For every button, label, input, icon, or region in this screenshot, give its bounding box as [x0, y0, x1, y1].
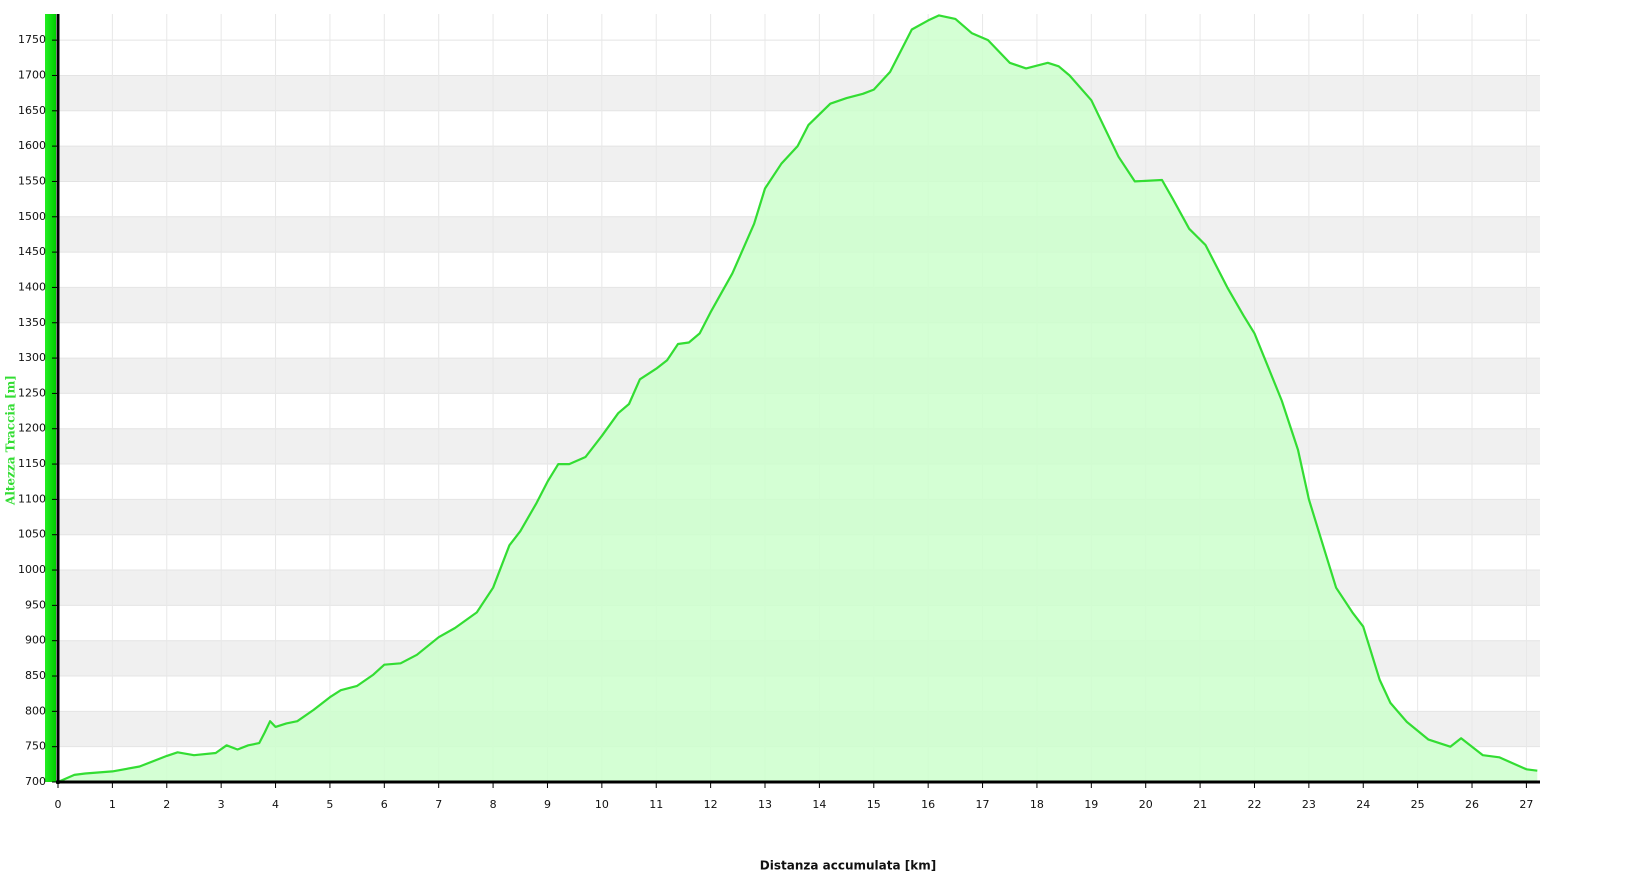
y-tick-label: 1150 — [18, 457, 46, 470]
y-tick-label: 750 — [25, 740, 46, 753]
x-tick-label: 11 — [649, 798, 663, 811]
x-tick-label: 14 — [812, 798, 826, 811]
area-fill — [58, 15, 1538, 782]
elevation-line — [57, 14, 1538, 784]
x-tick-label: 23 — [1302, 798, 1316, 811]
x-tick-label: 27 — [1519, 798, 1533, 811]
x-tick-label: 5 — [326, 798, 333, 811]
y-tick-label: 1500 — [18, 210, 46, 223]
y-tick-label: 700 — [25, 775, 46, 788]
x-tick-label: 10 — [595, 798, 609, 811]
y-tick-label: 1650 — [18, 104, 46, 117]
x-tick-label: 24 — [1356, 798, 1370, 811]
x-tick-label: 17 — [976, 798, 990, 811]
y-tick-label: 1350 — [18, 316, 46, 329]
y-tick-label: 1000 — [18, 563, 46, 576]
y-tick-label: 1100 — [18, 492, 46, 505]
x-tick-label: 9 — [544, 798, 551, 811]
axes: 7007508008509009501000105011001150120012… — [18, 14, 1540, 811]
x-tick-label: 4 — [272, 798, 279, 811]
y-tick-label: 1700 — [18, 68, 46, 81]
x-axis-label: Distanza accumulata [km] — [760, 859, 936, 873]
plot — [57, 14, 1538, 784]
x-tick-label: 18 — [1030, 798, 1044, 811]
y-tick-label: 1600 — [18, 139, 46, 152]
y-tick-label: 850 — [25, 669, 46, 682]
y-tick-label: 1400 — [18, 280, 46, 293]
y-tick-label: 1750 — [18, 33, 46, 46]
x-tick-label: 6 — [381, 798, 388, 811]
x-tick-label: 20 — [1139, 798, 1153, 811]
y-tick-label: 1300 — [18, 351, 46, 364]
y-tick-label: 1200 — [18, 422, 46, 435]
x-tick-label: 13 — [758, 798, 772, 811]
y-tick-label: 1250 — [18, 386, 46, 399]
x-tick-label: 0 — [55, 798, 62, 811]
x-tick-label: 25 — [1411, 798, 1425, 811]
x-tick-label: 2 — [163, 798, 170, 811]
y-tick-label: 950 — [25, 598, 46, 611]
x-tick-label: 26 — [1465, 798, 1479, 811]
y-tick-label: 1050 — [18, 528, 46, 541]
x-tick-label: 15 — [867, 798, 881, 811]
x-tick-label: 12 — [704, 798, 718, 811]
x-tick-label: 8 — [490, 798, 497, 811]
y-axis-label: Altezza Traccia [m] — [4, 375, 18, 506]
y-tick-label: 800 — [25, 704, 46, 717]
x-tick-label: 16 — [921, 798, 935, 811]
x-tick-label: 22 — [1247, 798, 1261, 811]
band — [58, 75, 1540, 111]
y-tick-label: 1550 — [18, 174, 46, 187]
x-tick-label: 19 — [1084, 798, 1098, 811]
x-tick-label: 7 — [435, 798, 442, 811]
x-tick-label: 21 — [1193, 798, 1207, 811]
x-tick-label: 1 — [109, 798, 116, 811]
axis-color-bar — [45, 14, 56, 782]
y-tick-label: 1450 — [18, 245, 46, 258]
x-tick-label: 3 — [218, 798, 225, 811]
y-tick-label: 900 — [25, 634, 46, 647]
